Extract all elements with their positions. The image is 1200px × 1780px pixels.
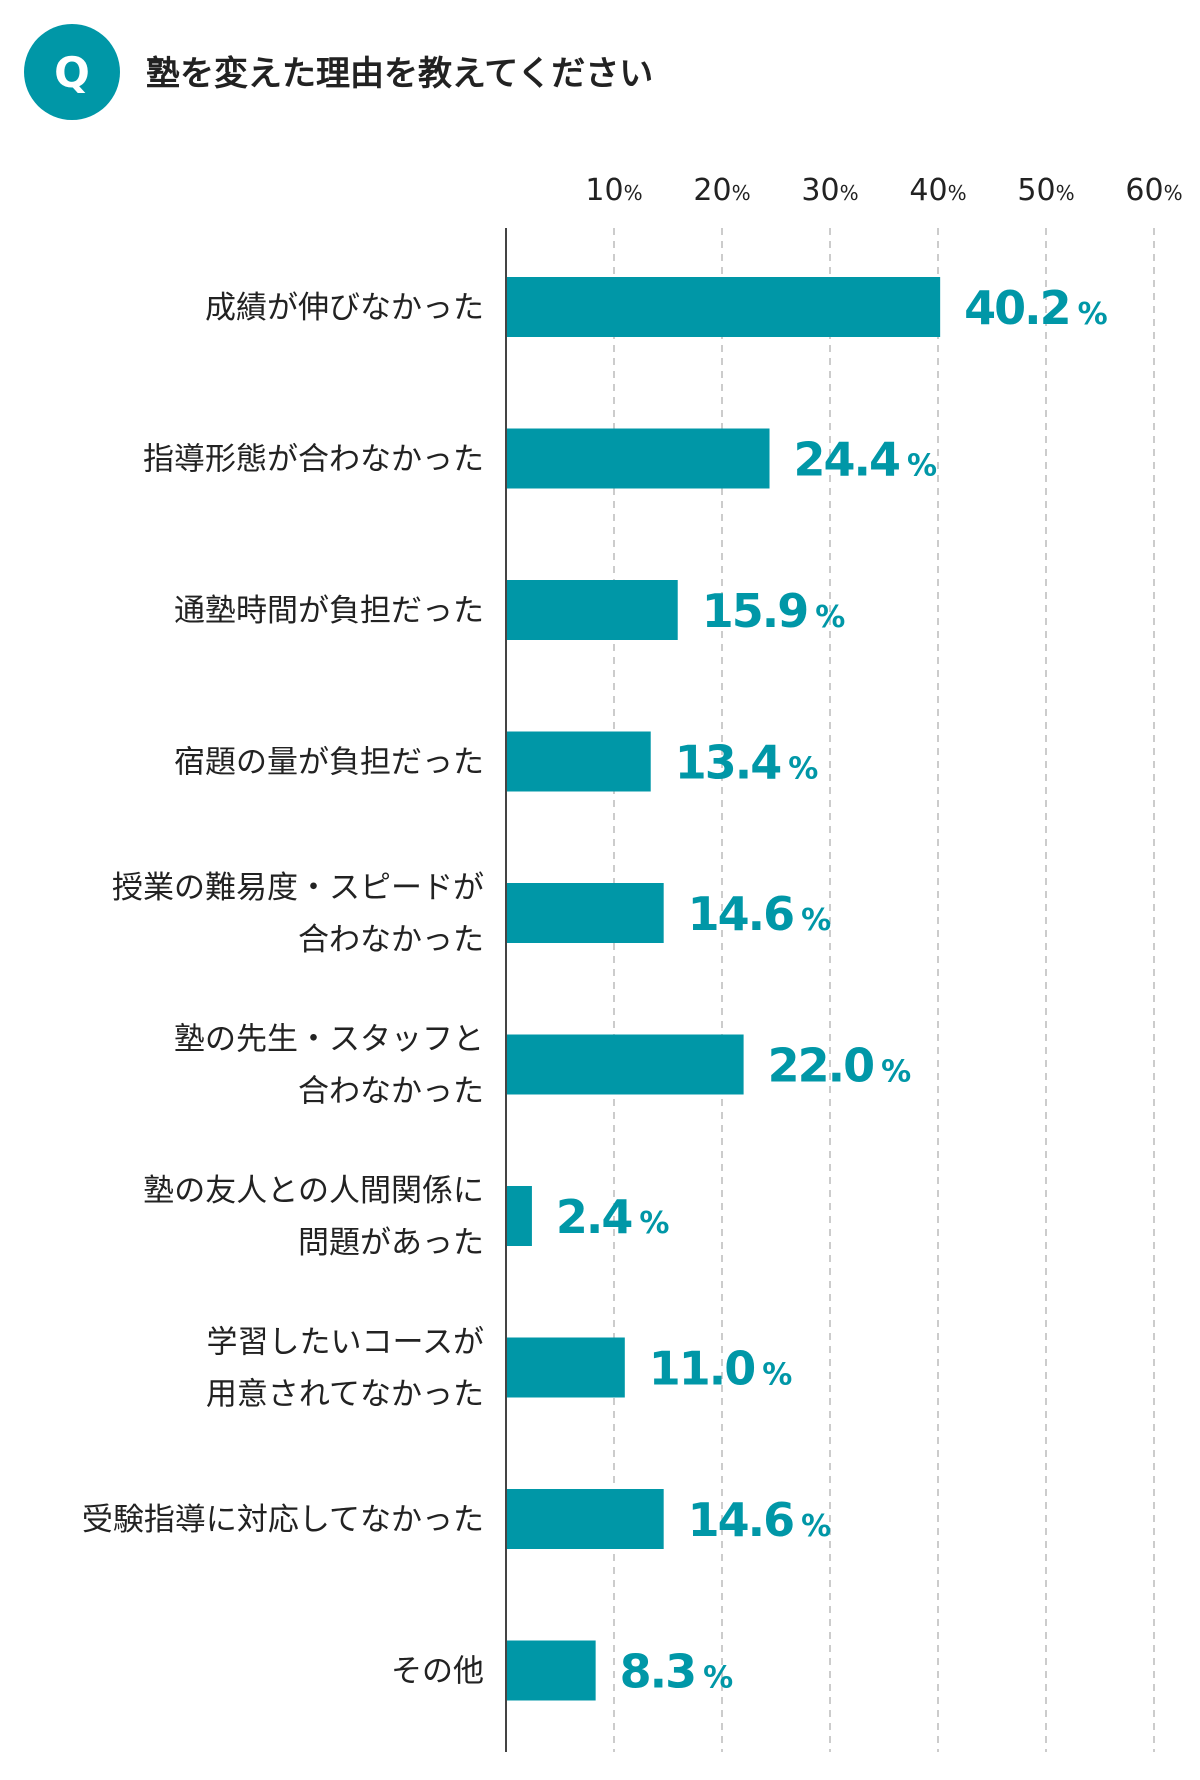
tick-label-30: 30% (801, 173, 858, 208)
question-badge-label: Q (54, 47, 90, 97)
category-label-3: 通塾時間が負担だった (174, 593, 484, 629)
bar-10 (507, 1640, 596, 1701)
bar-8 (507, 1337, 625, 1398)
value-label-8: 11.0% (649, 1342, 793, 1396)
category-label-4: 宿題の量が負担だった (174, 745, 484, 781)
category-label-9: 受験指導に対応してなかった (82, 1502, 484, 1538)
tick-label-50: 50% (1017, 173, 1074, 208)
page-title: 塾を変えた理由を教えてください (146, 54, 654, 94)
bar-7 (507, 1186, 532, 1246)
bar-2 (507, 428, 770, 489)
category-label-2: 指導形態が合わなかった (143, 442, 484, 478)
value-label-10: 8.3% (620, 1645, 734, 1699)
value-label-4: 13.4% (675, 736, 819, 790)
value-label-5: 14.6% (688, 887, 832, 941)
value-label-9: 14.6% (688, 1493, 832, 1547)
header: Q 塾を変えた理由を教えてください (0, 0, 1200, 120)
category-label-10: その他 (391, 1654, 484, 1690)
tick-label-40: 40% (909, 173, 966, 208)
question-badge: Q (24, 24, 120, 120)
bar-1 (507, 277, 941, 337)
value-label-3: 15.9% (702, 584, 846, 638)
bar-9 (507, 1489, 664, 1549)
category-label-5: 授業の難易度・スピードが合わなかった (112, 870, 484, 958)
bar-4 (507, 731, 651, 792)
tick-label-20: 20% (693, 173, 750, 208)
category-label-8: 学習したいコースが用意されてなかった (206, 1325, 484, 1413)
value-label-7: 2.4% (556, 1190, 670, 1244)
value-label-2: 24.4% (794, 433, 938, 487)
value-label-6: 22.0% (768, 1039, 912, 1093)
bar-5 (507, 883, 664, 943)
category-label-7: 塾の友人との人間関係に問題があった (143, 1173, 484, 1261)
category-label-6: 塾の先生・スタッフと合わなかった (174, 1022, 484, 1110)
bar-6 (507, 1034, 744, 1095)
category-label-1: 成績が伸びなかった (205, 290, 484, 326)
value-label-1: 40.2% (964, 281, 1107, 335)
bar-3 (507, 580, 678, 640)
tick-label-10: 10% (585, 173, 642, 208)
tick-label-60: 60% (1125, 173, 1182, 208)
